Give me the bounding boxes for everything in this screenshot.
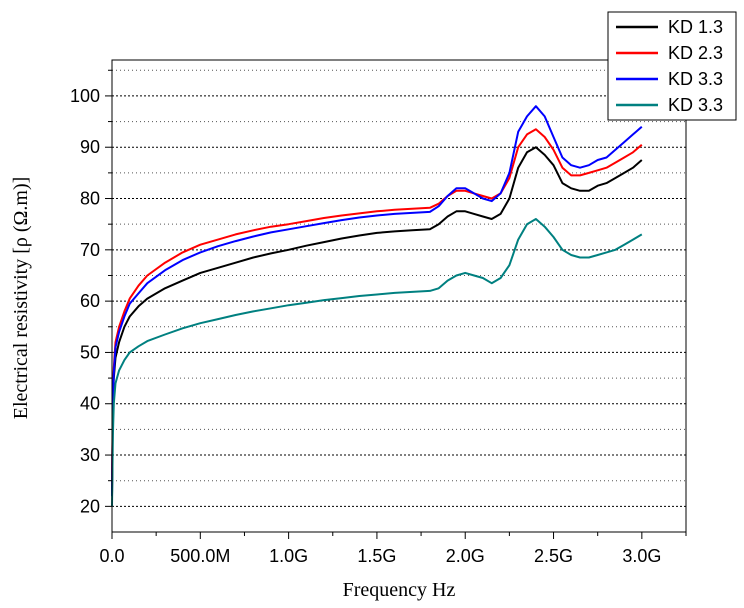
y-tick-label: 60 — [80, 291, 100, 311]
y-tick-label: 50 — [80, 342, 100, 362]
x-tick-label: 2.5G — [534, 546, 573, 566]
x-tick-label: 1.0G — [269, 546, 308, 566]
x-tick-label: 2.0G — [446, 546, 485, 566]
y-axis-ticks: 20 30 40 50 60 70 80 90 100 — [70, 69, 112, 516]
y-tick-label: 40 — [80, 394, 100, 414]
legend-label: KD 3.3 — [668, 95, 723, 115]
legend-label: KD 3.3 — [668, 69, 723, 89]
series-line-3 — [111, 105, 643, 497]
series-lines — [111, 105, 643, 507]
y-tick-label: 80 — [80, 189, 100, 209]
x-tick-label: 500.0M — [170, 546, 230, 566]
legend-label: KD 1.3 — [668, 17, 723, 37]
series-line-4 — [111, 218, 643, 507]
x-tick-label: 0.0 — [99, 546, 124, 566]
y-axis-label: Electrical resistivity [ρ (Ω.m)] — [10, 177, 32, 420]
y-tick-label: 70 — [80, 240, 100, 260]
y-tick-label: 90 — [80, 137, 100, 157]
plot-frame — [111, 59, 687, 533]
grid-lines — [112, 69, 686, 507]
x-axis-label: Frequency Hz — [343, 579, 456, 601]
legend: KD 1.3 KD 2.3 KD 3.3 KD 3.3 — [607, 11, 737, 121]
legend-box — [607, 11, 737, 121]
legend-label: KD 2.3 — [668, 43, 723, 63]
series-line-1 — [111, 146, 643, 497]
y-tick-label: 30 — [80, 445, 100, 465]
x-tick-label: 3.0G — [622, 546, 661, 566]
x-axis-ticks: 0.0 500.0M 1.0G 1.5G 2.0G 2.5G 3.0G — [99, 532, 687, 566]
x-tick-label: 1.5G — [357, 546, 396, 566]
series-line-2 — [111, 128, 643, 486]
y-tick-label: 20 — [80, 496, 100, 516]
y-tick-label: 100 — [70, 86, 100, 106]
